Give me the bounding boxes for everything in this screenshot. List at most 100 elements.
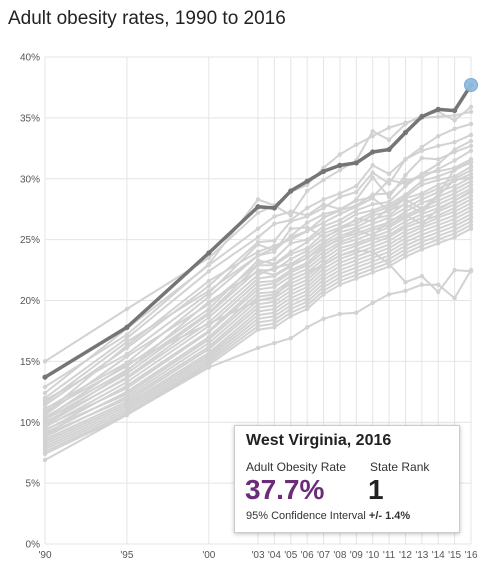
data-point[interactable] [370,170,375,175]
data-point[interactable] [403,157,408,162]
data-point[interactable] [255,305,261,311]
data-point[interactable] [436,161,441,167]
data-point[interactable] [370,149,376,155]
data-point[interactable] [370,233,375,239]
data-point[interactable] [321,231,326,236]
data-point[interactable] [436,226,441,231]
data-point[interactable] [436,215,441,220]
data-point[interactable] [206,347,212,352]
data-point[interactable] [386,171,392,177]
data-point[interactable] [468,121,474,127]
data-point[interactable] [272,238,277,244]
data-point[interactable] [255,287,261,292]
data-point[interactable] [255,316,261,321]
state-series[interactable] [42,132,474,408]
data-point[interactable] [403,209,408,214]
data-point[interactable] [321,202,326,207]
data-point[interactable] [42,411,48,416]
data-point[interactable] [304,284,310,290]
data-point[interactable] [321,281,326,286]
data-point[interactable] [206,315,212,320]
data-point[interactable] [403,121,408,127]
state-series[interactable] [42,159,474,414]
data-point[interactable] [354,276,359,281]
data-point[interactable] [419,197,425,202]
data-point[interactable] [304,277,310,283]
highlight-series-group[interactable] [42,78,478,380]
data-point[interactable] [320,168,327,175]
data-point[interactable] [206,294,212,300]
data-point[interactable] [304,292,310,297]
data-point[interactable] [337,264,343,269]
data-point[interactable] [452,227,457,233]
data-point[interactable] [304,306,310,312]
data-point[interactable] [403,254,408,259]
data-point[interactable] [288,288,293,293]
data-point[interactable] [42,416,48,421]
data-point[interactable] [321,211,326,217]
data-point[interactable] [206,306,212,312]
data-point[interactable] [436,133,441,139]
data-point[interactable] [124,368,130,374]
data-point[interactable] [304,299,310,304]
data-point[interactable] [271,205,277,211]
data-point[interactable] [304,255,310,261]
data-point[interactable] [436,233,441,239]
data-point[interactable] [288,310,293,315]
data-point[interactable] [288,241,293,246]
state-series[interactable] [42,193,474,432]
data-point[interactable] [255,276,261,281]
data-point[interactable] [288,213,293,218]
data-point[interactable] [321,262,326,268]
data-point[interactable] [386,137,392,142]
data-point[interactable] [272,243,277,248]
data-point[interactable] [255,258,261,263]
data-point[interactable] [124,336,130,341]
data-point[interactable] [304,188,310,194]
data-point[interactable] [386,256,392,262]
data-point[interactable] [206,250,212,256]
data-point[interactable] [124,376,130,381]
data-point[interactable] [337,217,343,223]
data-point[interactable] [436,241,441,246]
data-point[interactable] [386,245,392,251]
data-point[interactable] [386,253,392,258]
data-point[interactable] [436,198,441,203]
data-point[interactable] [321,197,326,202]
data-point[interactable] [468,197,474,202]
data-point[interactable] [419,155,425,161]
data-point[interactable] [321,256,326,262]
data-point[interactable] [370,270,375,275]
data-point[interactable] [436,193,441,198]
data-point[interactable] [304,220,310,225]
data-point[interactable] [304,205,310,211]
data-point[interactable] [403,205,408,211]
data-point[interactable] [436,182,441,188]
data-point[interactable] [272,314,277,319]
data-point[interactable] [436,177,441,183]
data-point[interactable] [206,278,212,284]
data-point[interactable] [304,239,310,245]
data-point[interactable] [419,148,425,153]
data-point[interactable] [354,198,359,203]
data-point[interactable] [337,194,343,200]
data-point[interactable] [288,256,293,262]
data-point[interactable] [304,225,310,230]
data-point[interactable] [354,208,359,213]
data-point[interactable] [255,204,261,210]
data-point[interactable] [403,228,408,234]
data-point[interactable] [304,213,310,218]
data-point[interactable] [419,200,425,206]
data-point[interactable] [468,109,474,114]
data-point[interactable] [206,321,212,326]
data-point[interactable] [386,125,392,130]
data-point[interactable] [337,282,343,287]
data-point[interactable] [272,310,277,315]
data-point[interactable] [386,191,392,196]
data-point[interactable] [304,252,310,257]
data-point[interactable] [321,220,326,225]
data-point[interactable] [255,249,261,254]
data-point[interactable] [468,171,474,177]
data-point[interactable] [468,215,474,220]
data-point[interactable] [436,114,441,119]
